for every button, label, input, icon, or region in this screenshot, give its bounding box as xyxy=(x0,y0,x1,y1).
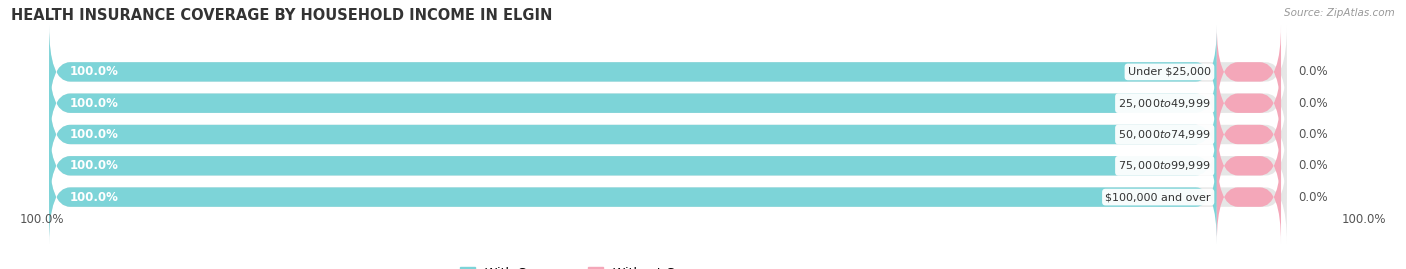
FancyBboxPatch shape xyxy=(49,56,1216,150)
Text: 100.0%: 100.0% xyxy=(70,128,120,141)
FancyBboxPatch shape xyxy=(1216,88,1281,181)
Legend: With Coverage, Without Coverage: With Coverage, Without Coverage xyxy=(460,267,725,269)
FancyBboxPatch shape xyxy=(1216,56,1281,150)
Text: Source: ZipAtlas.com: Source: ZipAtlas.com xyxy=(1284,8,1395,18)
Text: $100,000 and over: $100,000 and over xyxy=(1105,192,1211,202)
FancyBboxPatch shape xyxy=(49,56,1286,150)
FancyBboxPatch shape xyxy=(49,25,1216,119)
FancyBboxPatch shape xyxy=(49,150,1286,244)
Text: 0.0%: 0.0% xyxy=(1299,97,1329,110)
FancyBboxPatch shape xyxy=(1216,25,1281,119)
FancyBboxPatch shape xyxy=(49,88,1286,181)
Text: 100.0%: 100.0% xyxy=(70,97,120,110)
Text: 100.0%: 100.0% xyxy=(20,213,65,226)
FancyBboxPatch shape xyxy=(49,119,1286,213)
Text: $25,000 to $49,999: $25,000 to $49,999 xyxy=(1118,97,1211,110)
Text: 0.0%: 0.0% xyxy=(1299,191,1329,204)
Text: 100.0%: 100.0% xyxy=(70,159,120,172)
Text: 100.0%: 100.0% xyxy=(1341,213,1386,226)
Text: 0.0%: 0.0% xyxy=(1299,65,1329,78)
Text: 100.0%: 100.0% xyxy=(70,191,120,204)
Text: $50,000 to $74,999: $50,000 to $74,999 xyxy=(1118,128,1211,141)
Text: 0.0%: 0.0% xyxy=(1299,128,1329,141)
Text: Under $25,000: Under $25,000 xyxy=(1128,67,1211,77)
Text: HEALTH INSURANCE COVERAGE BY HOUSEHOLD INCOME IN ELGIN: HEALTH INSURANCE COVERAGE BY HOUSEHOLD I… xyxy=(11,8,553,23)
Text: $75,000 to $99,999: $75,000 to $99,999 xyxy=(1118,159,1211,172)
FancyBboxPatch shape xyxy=(49,88,1216,181)
Text: 100.0%: 100.0% xyxy=(70,65,120,78)
FancyBboxPatch shape xyxy=(49,150,1216,244)
FancyBboxPatch shape xyxy=(1216,150,1281,244)
FancyBboxPatch shape xyxy=(1216,119,1281,213)
FancyBboxPatch shape xyxy=(49,119,1216,213)
Text: 0.0%: 0.0% xyxy=(1299,159,1329,172)
FancyBboxPatch shape xyxy=(49,25,1286,119)
